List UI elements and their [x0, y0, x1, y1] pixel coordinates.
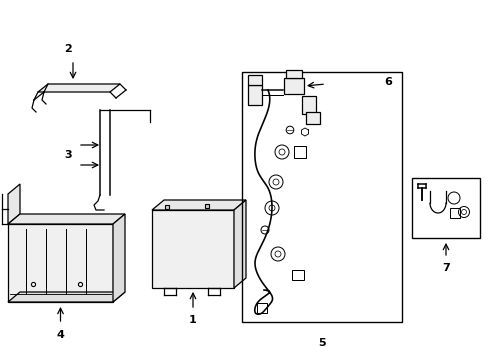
- Bar: [284, 78, 304, 94]
- Polygon shape: [8, 184, 20, 224]
- Bar: [449, 208, 459, 218]
- Text: 7: 7: [441, 263, 449, 273]
- Bar: [411, 178, 479, 238]
- Bar: [242, 72, 401, 322]
- Text: 2: 2: [64, 44, 72, 54]
- Bar: [291, 270, 304, 280]
- Polygon shape: [234, 200, 245, 288]
- Bar: [293, 146, 305, 158]
- Bar: [305, 112, 319, 124]
- Polygon shape: [152, 200, 245, 210]
- Bar: [152, 210, 234, 288]
- Polygon shape: [8, 292, 125, 302]
- Text: 6: 6: [383, 77, 391, 87]
- Bar: [285, 70, 302, 78]
- Bar: [247, 85, 262, 105]
- Bar: [257, 303, 266, 313]
- Polygon shape: [113, 214, 125, 302]
- Bar: [302, 96, 315, 114]
- Bar: [8, 224, 113, 302]
- Text: 4: 4: [57, 330, 64, 340]
- Bar: [247, 75, 262, 85]
- Text: 3: 3: [64, 150, 72, 160]
- Polygon shape: [38, 84, 120, 92]
- Text: 5: 5: [318, 338, 325, 348]
- Text: 1: 1: [189, 315, 197, 325]
- Polygon shape: [8, 214, 125, 224]
